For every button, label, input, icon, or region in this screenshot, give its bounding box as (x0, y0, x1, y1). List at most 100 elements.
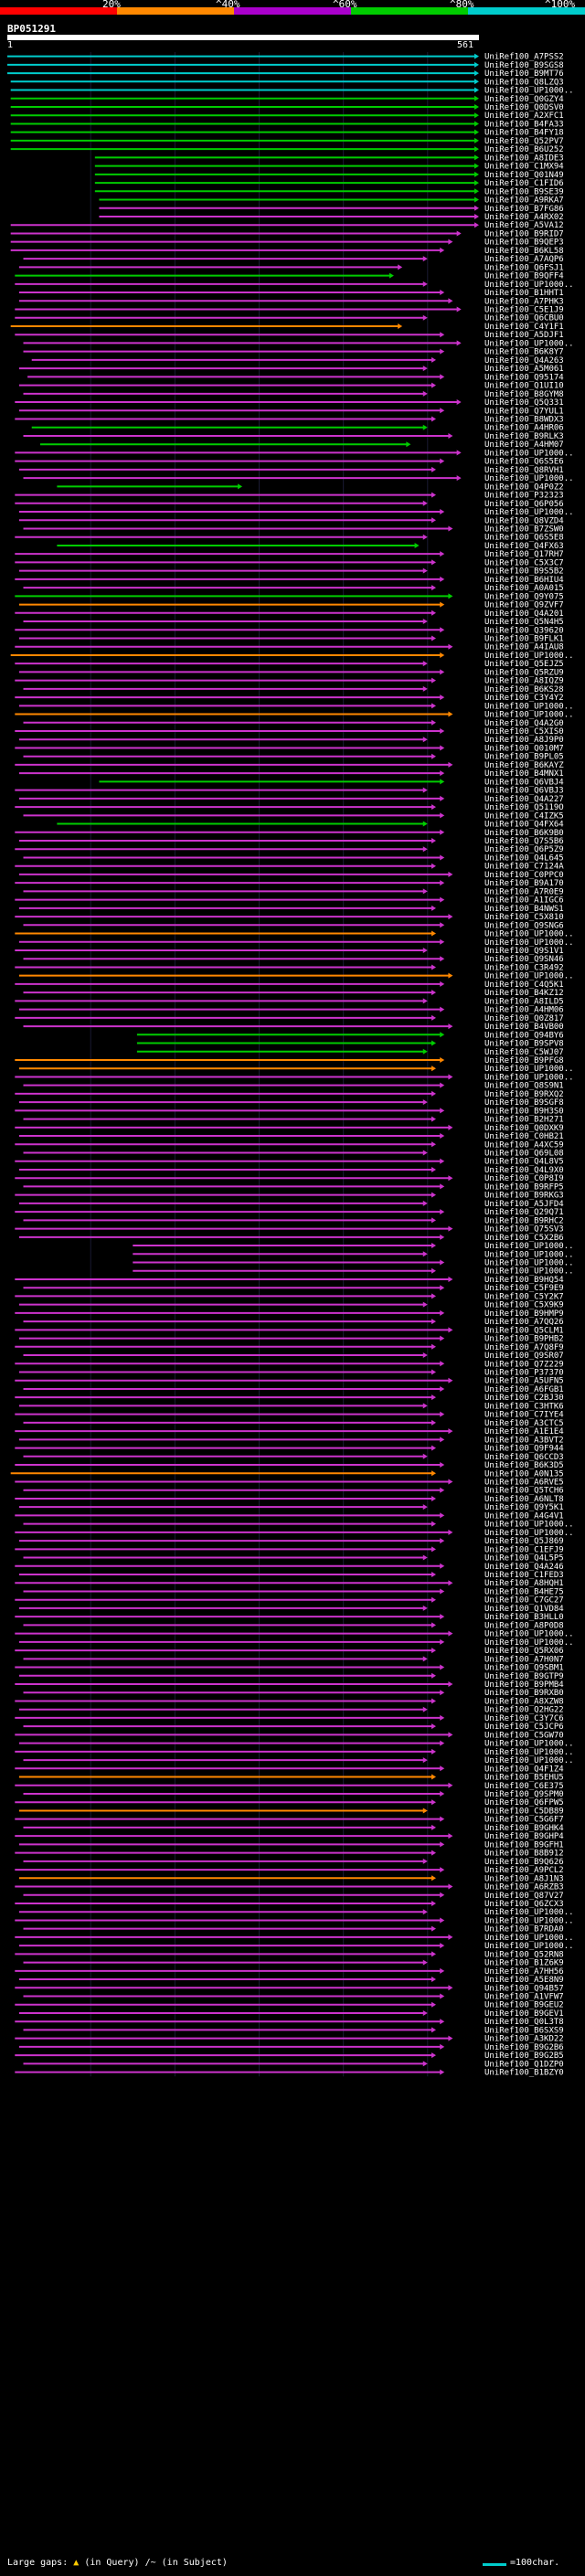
hit-row: UniRef100_C5JCP6 (23, 1723, 564, 1732)
hit-label: UniRef100_C3Y4Y2 (484, 694, 564, 703)
hit-row: UniRef100_B9QFF4 (15, 272, 564, 281)
hit-row: UniRef100_B6KL58 (10, 247, 564, 256)
hit-arrow (422, 947, 428, 953)
hit-label: UniRef100_Q1VD84 (484, 1605, 564, 1614)
hit-label: UniRef100_P32323 (484, 492, 564, 501)
hit-row: UniRef100_A7Q8F9 (15, 1343, 564, 1352)
hit-label: UniRef100_Q0Z817 (484, 1014, 564, 1023)
hit-label: UniRef100_Q4A246 (484, 1563, 564, 1572)
hit-arrow (431, 1267, 437, 1274)
hit-row: UniRef100_B9GFH1 (18, 1840, 564, 1850)
hit-row: UniRef100_B1Z6K9 (23, 1959, 564, 1968)
hit-row: UniRef100_C5X9K9 (18, 1301, 564, 1310)
hit-row: UniRef100_B4FY18 (10, 129, 564, 138)
hit-label: UniRef100_B9RHC2 (484, 1216, 564, 1225)
hit-arrow (474, 205, 479, 211)
hit-arrow (440, 1841, 445, 1848)
hit-label: UniRef100_A1E1E4 (484, 1427, 564, 1436)
hit-arrow (440, 1209, 445, 1215)
hit-arrow (448, 239, 453, 245)
hit-row: UniRef100_B9Q626 (23, 1858, 564, 1867)
hit-label: UniRef100_A3CTC5 (484, 1419, 564, 1428)
hit-row: UniRef100_Q5Q331 (15, 398, 564, 408)
hit-row: UniRef100_B6K9B0 (15, 829, 564, 838)
hit-arrow (440, 1690, 445, 1696)
hit-row: UniRef100_A9PCL2 (15, 1866, 564, 1875)
hit-arrow (431, 2052, 437, 2059)
hit-label: UniRef100_A4XC59 (484, 1140, 564, 1150)
hit-label: UniRef100_Q1DZP0 (484, 2060, 564, 2069)
hit-arrow (422, 685, 428, 692)
hit-label: UniRef100_C4IZK5 (484, 811, 564, 821)
hit-arrow (440, 374, 445, 380)
hit-label: UniRef100_A7QQ26 (484, 1318, 564, 1327)
hit-row: UniRef100_A8J9P0 (18, 736, 564, 745)
hit-arrow (431, 1065, 437, 1072)
hit-row: UniRef100_B8GYM8 (23, 390, 564, 399)
hit-arrow (440, 1638, 445, 1645)
hit-row: UniRef100_A7H0N7 (23, 1655, 564, 1664)
hit-row: UniRef100_Q1VD84 (18, 1605, 564, 1614)
hit-row: UniRef100_B9RXB0 (23, 1689, 564, 1698)
hit-row: UniRef100_UP1000.. (15, 1934, 574, 1943)
hit-label: UniRef100_Q9SNG6 (484, 921, 564, 930)
hit-arrow (440, 1183, 445, 1190)
hit-arrow (440, 880, 445, 886)
hit-arrow (448, 2035, 453, 2041)
hit-arrow (440, 669, 445, 675)
hit-row: UniRef100_B6KS28 (23, 685, 564, 694)
hit-arrow (448, 1276, 453, 1282)
hit-label: UniRef100_Q4P0Z2 (484, 482, 564, 492)
hit-row: UniRef100_B9RID7 (10, 229, 564, 239)
hit-row: UniRef100_Q6VBJ4 (99, 778, 564, 787)
hit-row: UniRef100_C1FID6 (94, 179, 564, 188)
hit-row: UniRef100_UP1000.. (15, 1630, 574, 1639)
hit-row: UniRef100_B4NWS1 (18, 905, 564, 914)
hit-label: UniRef100_A7AQP6 (484, 255, 564, 264)
hit-label: UniRef100_Q0L3T8 (484, 2018, 564, 2027)
hit-label: UniRef100_UP1000.. (484, 1916, 574, 1925)
hit-row: UniRef100_B9GEV1 (18, 2009, 564, 2019)
hit-arrow (431, 1622, 437, 1628)
hit-label: UniRef100_Q4A263 (484, 356, 564, 366)
hit-label: UniRef100_C1FID6 (484, 179, 564, 188)
hit-arrow (448, 711, 453, 717)
hit-row: UniRef100_Q0DXK9 (15, 1124, 564, 1133)
hit-label: UniRef100_C7GC27 (484, 1596, 564, 1606)
hit-arrow (431, 1166, 437, 1172)
hit-row: UniRef100_A3KD22 (15, 2035, 564, 2044)
hit-arrow (431, 1648, 437, 1654)
hit-arrow (431, 1495, 437, 1501)
hit-row: UniRef100_UP1000.. (133, 1250, 574, 1259)
hit-label: UniRef100_B9GFH1 (484, 1840, 564, 1850)
hit-row: UniRef100_A8IDE3 (94, 154, 564, 163)
hit-label: UniRef100_B8WDX3 (484, 416, 564, 425)
hit-label: UniRef100_C6E375 (484, 1782, 564, 1791)
hit-row: UniRef100_Q8S9N1 (23, 1082, 564, 1091)
hit-arrow (431, 964, 437, 970)
hit-arrow (431, 1394, 437, 1401)
hit-row: UniRef100_Q9SBM1 (15, 1664, 564, 1673)
hit-row: UniRef100_UP1000.. (15, 449, 574, 458)
hit-arrow (388, 272, 394, 279)
gap-query-marker-icon: ▲ (73, 2558, 80, 2568)
hit-row: UniRef100_Q4L5P5 (23, 1554, 564, 1564)
hit-row: UniRef100_UP1000.. (15, 1916, 574, 1925)
hit-row: UniRef100_A5E8N9 (18, 1976, 564, 1985)
hit-label: UniRef100_UP1000.. (484, 508, 574, 517)
hit-row: UniRef100_C5DB89 (18, 1807, 564, 1816)
hit-label: UniRef100_B9PL05 (484, 753, 564, 762)
hit-row: UniRef100_UP1000.. (15, 1073, 574, 1082)
hit-label: UniRef100_Q9S1V1 (484, 947, 564, 956)
hit-arrow (440, 779, 445, 785)
hit-row: UniRef100_Q5RX06 (15, 1647, 564, 1656)
hit-arrow (431, 466, 437, 472)
hit-row: UniRef100_B4FA33 (10, 120, 564, 129)
hit-label: UniRef100_UP1000.. (484, 938, 574, 948)
hit-label: UniRef100_C1EFJ9 (484, 1545, 564, 1554)
hit-arrow (448, 432, 453, 439)
hit-row: UniRef100_B9HMP9 (15, 1309, 564, 1319)
hit-arrow (440, 1335, 445, 1341)
hit-arrow (422, 256, 428, 262)
hit-arrow (422, 1453, 428, 1459)
